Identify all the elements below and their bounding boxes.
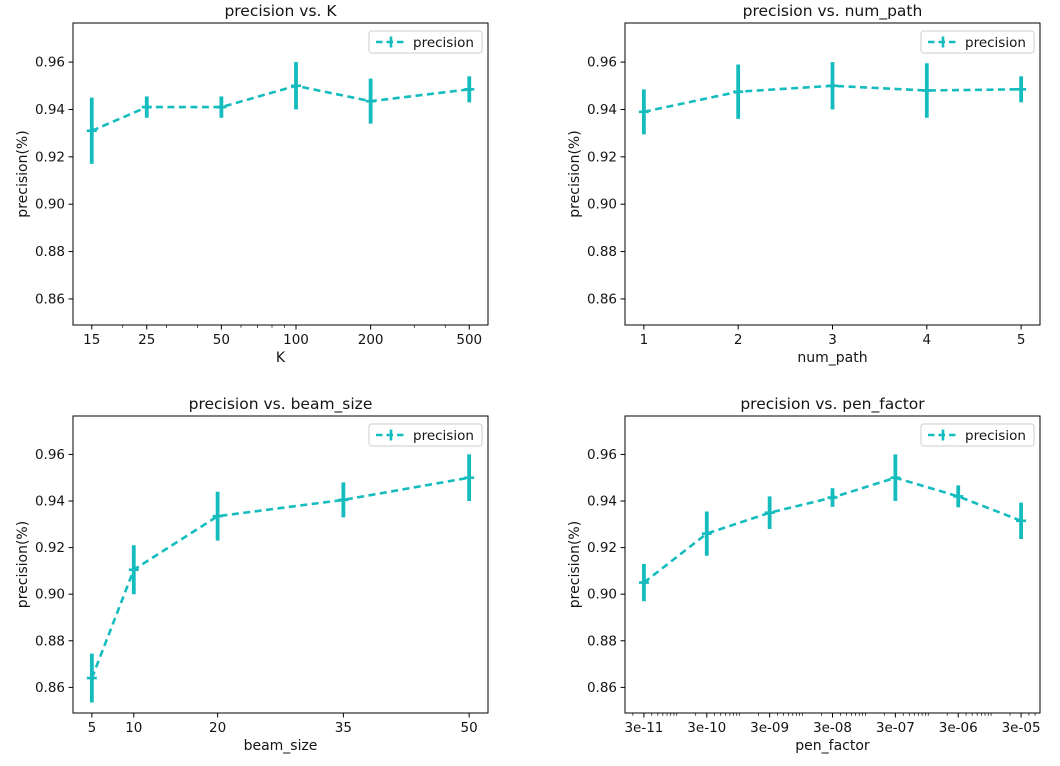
legend-box <box>368 423 483 447</box>
subplot-precision-vs-pen-factor: 3e-11 3e-10 3e-09 3e-08 3e-07 3e-06 3e-05 0.86 0… <box>567 395 1041 754</box>
x-tick-label: 4 <box>923 332 932 348</box>
y-tick-label: 0.90 <box>35 587 65 603</box>
y-axis-label: precision(%) <box>15 521 31 608</box>
y-axis-label: precision(%) <box>567 130 583 217</box>
legend-label: precision <box>413 35 474 51</box>
x-tick-label: 25 <box>138 332 155 348</box>
subplot-precision-vs-beam-size: 5 10 20 35 50 0.86 0.88 0.90 0.92 0.94 0.96 precisi… <box>15 395 489 754</box>
y-tick-label: 0.86 <box>587 680 617 696</box>
y-tick-label: 0.86 <box>587 291 617 307</box>
y-axis-label: precision(%) <box>15 130 31 217</box>
y-tick-label: 0.90 <box>587 197 617 213</box>
legend-box <box>920 423 1035 447</box>
x-tick-label: 20 <box>209 720 226 736</box>
y-tick-label: 0.94 <box>35 494 65 510</box>
x-tick-label: 3e-07 <box>876 720 915 736</box>
x-tick-label: 10 <box>125 720 142 736</box>
x-axis-label: pen_factor <box>795 738 870 754</box>
x-tick-label: 3e-05 <box>1002 720 1041 736</box>
legend-box <box>920 30 1035 54</box>
x-tick-label: 3e-09 <box>750 720 789 736</box>
plot-title: precision vs. pen_factor <box>740 395 925 414</box>
plot-title: precision vs. beam_size <box>189 395 373 414</box>
y-tick-label: 0.96 <box>35 447 65 463</box>
x-tick-label: 15 <box>83 332 100 348</box>
plot-title: precision vs. num_path <box>743 2 923 21</box>
x-tick-label: 3e-11 <box>624 720 663 736</box>
legend-box <box>368 30 483 54</box>
subplot-precision-vs-k: 15 25 50 100 200 500 0.86 0.88 0.90 0.92 0.94 0.96 p… <box>15 2 489 366</box>
x-tick-label: 100 <box>283 332 309 348</box>
x-tick-label: 5 <box>1017 332 1026 348</box>
y-axis-label: precision(%) <box>567 521 583 608</box>
y-tick-label: 0.92 <box>35 149 65 165</box>
y-tick-label: 0.94 <box>587 102 617 118</box>
axes-box <box>624 415 1041 714</box>
y-tick-label: 0.96 <box>587 55 617 71</box>
y-tick-label: 0.94 <box>35 102 65 118</box>
y-tick-label: 0.90 <box>587 587 617 603</box>
x-tick-label: 3e-10 <box>687 720 726 736</box>
series-line <box>90 476 470 679</box>
axes-box <box>72 415 489 714</box>
y-tick-label: 0.92 <box>587 540 617 556</box>
y-tick-label: 0.94 <box>587 494 617 510</box>
x-tick-label: 1 <box>640 332 649 348</box>
x-axis-label: beam_size <box>244 738 318 754</box>
x-tick-label: 5 <box>88 720 97 736</box>
y-tick-label: 0.88 <box>35 633 65 649</box>
y-tick-label: 0.90 <box>35 197 65 213</box>
legend-label: precision <box>413 428 474 444</box>
subplot-precision-vs-num-path: 1 2 3 4 5 0.86 0.88 0.90 0.92 0.94 0.96 precision v… <box>567 2 1041 366</box>
x-axis-label: num_path <box>797 350 867 366</box>
y-tick-label: 0.88 <box>587 244 617 260</box>
x-tick-label: 3e-06 <box>939 720 978 736</box>
y-tick-label: 0.86 <box>35 680 65 696</box>
axes-box <box>72 22 489 326</box>
x-axis-label: K <box>276 350 286 366</box>
x-tick-label: 2 <box>734 332 743 348</box>
y-tick-label: 0.92 <box>35 540 65 556</box>
x-tick-label: 35 <box>335 720 352 736</box>
x-tick-label: 200 <box>358 332 384 348</box>
x-tick-label: 3 <box>828 332 837 348</box>
y-tick-label: 0.96 <box>35 55 65 71</box>
plot-title: precision vs. K <box>224 2 337 20</box>
x-tick-label: 3e-08 <box>813 720 852 736</box>
x-tick-label: 50 <box>213 332 230 348</box>
series-line <box>91 84 470 132</box>
y-tick-label: 0.86 <box>35 291 65 307</box>
y-tick-label: 0.88 <box>35 244 65 260</box>
legend-label: precision <box>965 428 1026 444</box>
y-tick-label: 0.88 <box>587 633 617 649</box>
y-tick-label: 0.96 <box>587 447 617 463</box>
legend-label: precision <box>965 35 1026 51</box>
x-tick-label: 50 <box>461 720 478 736</box>
y-tick-label: 0.92 <box>587 149 617 165</box>
x-tick-label: 500 <box>456 332 482 348</box>
